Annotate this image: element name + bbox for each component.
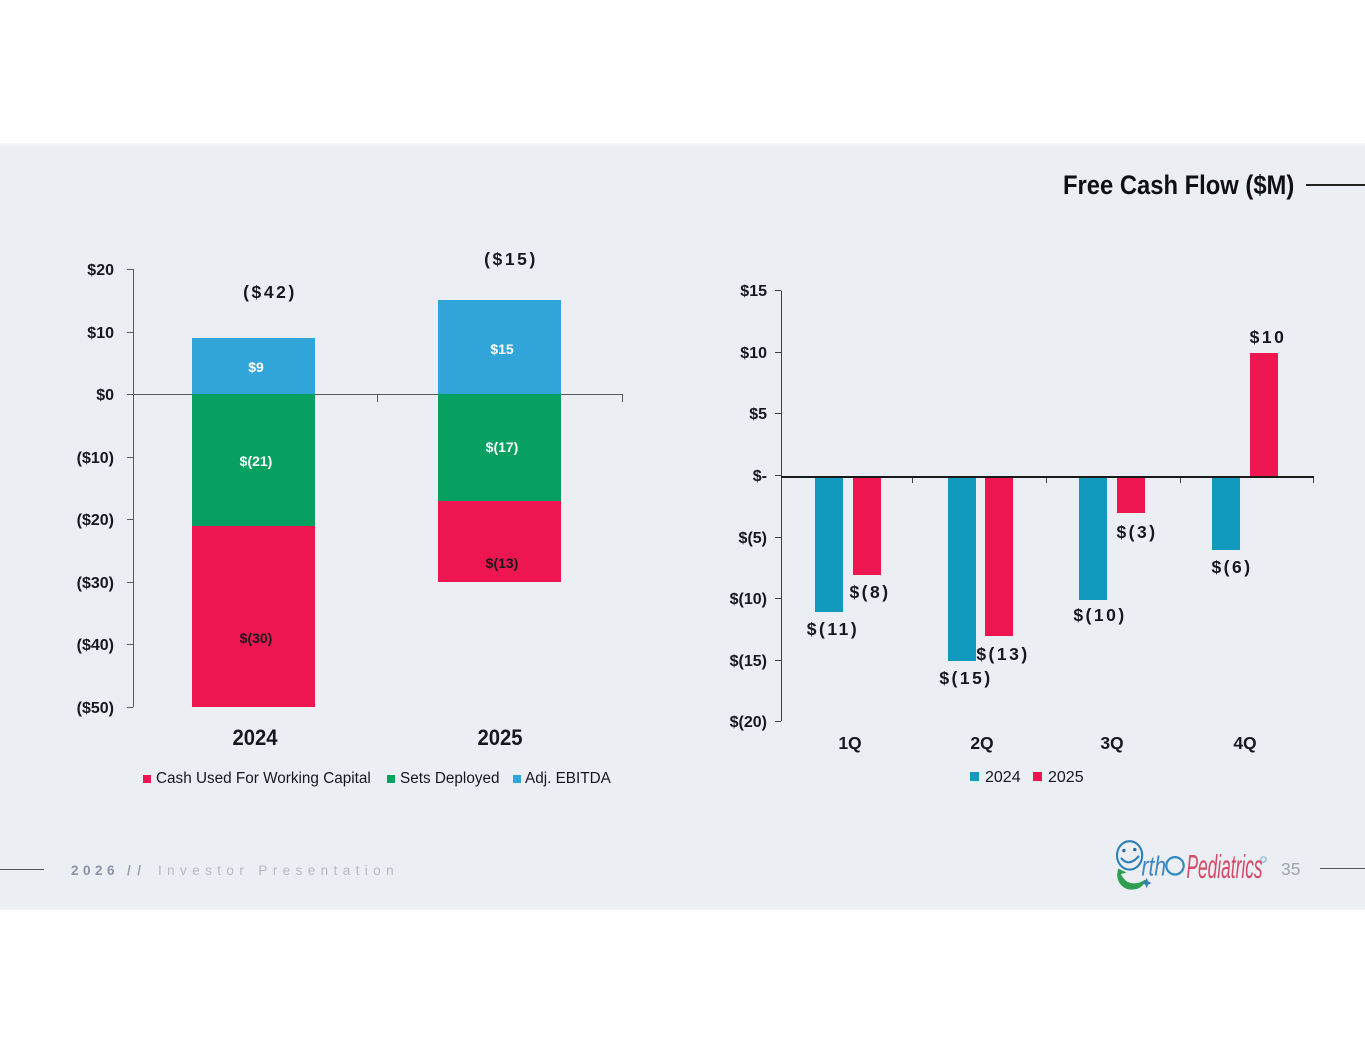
svg-text:rth: rth (1142, 851, 1167, 882)
svg-text:Pediatrics: Pediatrics (1187, 848, 1263, 885)
